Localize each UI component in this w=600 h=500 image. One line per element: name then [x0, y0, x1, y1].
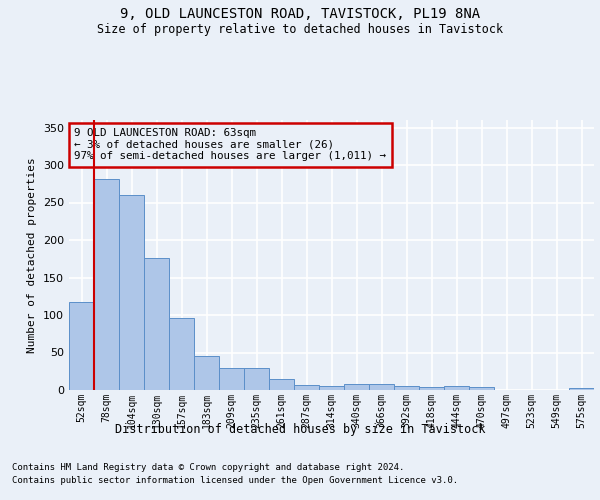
Bar	[394, 386, 419, 390]
Text: Contains HM Land Registry data © Crown copyright and database right 2024.: Contains HM Land Registry data © Crown c…	[12, 462, 404, 471]
Text: 9 OLD LAUNCESTON ROAD: 63sqm
← 3% of detached houses are smaller (26)
97% of sem: 9 OLD LAUNCESTON ROAD: 63sqm ← 3% of det…	[74, 128, 386, 162]
Bar	[469, 387, 494, 390]
Bar	[369, 384, 394, 390]
Bar	[294, 385, 319, 390]
Bar	[219, 368, 244, 390]
Bar	[269, 379, 294, 390]
Text: Contains public sector information licensed under the Open Government Licence v3: Contains public sector information licen…	[12, 476, 458, 485]
Bar	[119, 195, 144, 390]
Bar	[69, 302, 94, 390]
Text: 9, OLD LAUNCESTON ROAD, TAVISTOCK, PL19 8NA: 9, OLD LAUNCESTON ROAD, TAVISTOCK, PL19 …	[120, 8, 480, 22]
Bar	[319, 386, 344, 390]
Bar	[419, 387, 444, 390]
Bar	[444, 386, 469, 390]
Bar	[344, 384, 369, 390]
Bar	[169, 318, 194, 390]
Text: Size of property relative to detached houses in Tavistock: Size of property relative to detached ho…	[97, 22, 503, 36]
Bar	[244, 368, 269, 390]
Y-axis label: Number of detached properties: Number of detached properties	[28, 157, 37, 353]
Bar	[144, 258, 169, 390]
Text: Distribution of detached houses by size in Tavistock: Distribution of detached houses by size …	[115, 422, 485, 436]
Bar	[194, 356, 219, 390]
Bar	[94, 178, 119, 390]
Bar	[569, 388, 594, 390]
